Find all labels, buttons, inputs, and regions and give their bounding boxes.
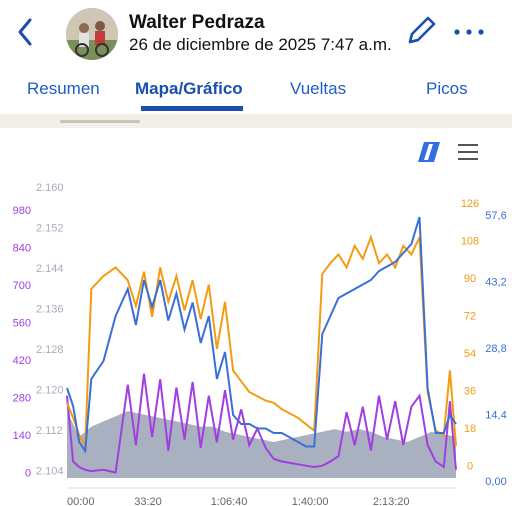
tab-picos[interactable]: Picos: [426, 79, 468, 98]
tab-vueltas[interactable]: Vueltas: [290, 79, 347, 98]
map-route-fragment: [60, 120, 140, 123]
chart-panel: [0, 128, 512, 506]
activity-date: 26 de diciembre de 2025 7:47 a.m.: [129, 35, 392, 54]
tab-resumen[interactable]: Resumen: [27, 79, 100, 98]
brand-logo-icon[interactable]: [414, 140, 442, 164]
avatar[interactable]: [66, 8, 118, 60]
menu-icon[interactable]: [456, 142, 480, 162]
map-preview-strip[interactable]: [0, 114, 512, 128]
athlete-name: Walter Pedraza: [129, 12, 265, 33]
active-tab-indicator: [141, 106, 243, 111]
tab-bar: Resumen Mapa/Gráfico Vueltas Picos: [0, 64, 512, 115]
activity-header: Walter Pedraza 26 de diciembre de 2025 7…: [0, 0, 512, 64]
tab-mapa-grafico[interactable]: Mapa/Gráfico: [135, 79, 243, 98]
pencil-edit-icon[interactable]: [404, 14, 438, 48]
back-chevron-icon[interactable]: [12, 14, 40, 50]
more-options-icon[interactable]: [452, 22, 486, 42]
